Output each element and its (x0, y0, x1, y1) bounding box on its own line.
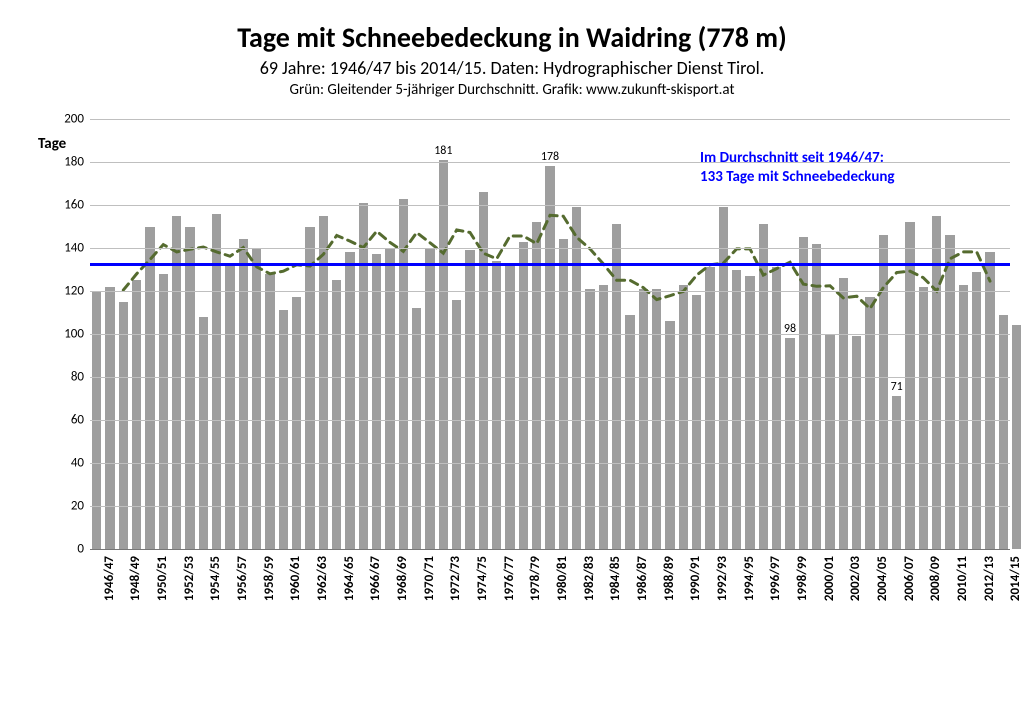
x-tick-label: 1968/69 (395, 556, 410, 601)
bar-callout-label: 181 (434, 144, 452, 158)
average-text: Im Durchschnitt seit 1946/47: 133 Tage m… (700, 149, 895, 187)
avg-text-l1: Im Durchschnitt seit 1946/47: (700, 149, 884, 167)
grid-line (90, 248, 1010, 249)
x-tick-label: 1956/57 (235, 556, 250, 601)
grid-line (90, 420, 1010, 421)
x-tick-label: 1992/93 (715, 556, 730, 601)
plot-area: Im Durchschnitt seit 1946/47: 133 Tage m… (90, 119, 1010, 640)
average-line (90, 263, 1010, 266)
avg-text-l2: 133 Tage mit Schneebedeckung (700, 168, 895, 186)
x-tick-label: 2012/13 (982, 556, 997, 601)
x-tick-label: 2000/01 (822, 556, 837, 601)
x-tick-label: 1966/67 (368, 556, 383, 601)
x-tick-label: 1958/59 (262, 556, 277, 601)
x-tick-label: 1976/77 (502, 556, 517, 601)
grid-line (90, 334, 1010, 335)
moving-average-path (123, 215, 990, 308)
x-tick-label: 1988/89 (662, 556, 677, 601)
x-tick-label: 1990/91 (688, 556, 703, 601)
x-tick-label: 1950/51 (155, 556, 170, 601)
y-tick-label: 0 (77, 542, 90, 557)
x-tick-label: 1982/83 (582, 556, 597, 601)
x-axis-labels: 1946/47 1948/49 1950/51 1952/53 1954/55 1956/… (90, 550, 1010, 640)
y-tick-label: 60 (71, 413, 90, 428)
x-tick-label: 2008/09 (928, 556, 943, 601)
x-tick-label: 2010/11 (955, 556, 970, 601)
x-tick-label: 1960/61 (288, 556, 303, 601)
y-axis-title: Tage (38, 135, 66, 153)
x-tick-label: 1972/73 (448, 556, 463, 601)
title-note: Grün: Gleitender 5-jähriger Durchschnitt… (20, 81, 1004, 99)
x-tick-label: 1952/53 (182, 556, 197, 601)
y-tick-label: 100 (64, 327, 90, 342)
x-tick-label: 2004/05 (875, 556, 890, 601)
bar-callout-label: 98 (784, 322, 796, 336)
y-tick-label: 120 (64, 284, 90, 299)
x-tick-label: 1984/85 (608, 556, 623, 601)
grid-line (90, 205, 1010, 206)
x-tick-label: 1970/71 (422, 556, 437, 601)
x-tick-label: 2002/03 (848, 556, 863, 601)
x-tick-label: 1994/95 (742, 556, 757, 601)
bar-callout-label: 178 (541, 150, 559, 164)
titles: Tage mit Schneebedeckung in Waidring (77… (20, 20, 1004, 99)
bar (1012, 325, 1021, 549)
y-tick-label: 140 (64, 241, 90, 256)
x-tick-label: 1974/75 (475, 556, 490, 601)
y-tick-label: 180 (64, 155, 90, 170)
x-tick-label: 1998/99 (795, 556, 810, 601)
x-tick-label: 1996/97 (768, 556, 783, 601)
plot-inner: Im Durchschnitt seit 1946/47: 133 Tage m… (90, 119, 1010, 550)
title-subtitle: 69 Jahre: 1946/47 bis 2014/15. Daten: Hy… (20, 57, 1004, 79)
grid-line (90, 463, 1010, 464)
x-tick-label: 1978/79 (528, 556, 543, 601)
x-tick-label: 1964/65 (342, 556, 357, 601)
x-tick-label: 2006/07 (902, 556, 917, 601)
x-tick-label: 1948/49 (128, 556, 143, 601)
y-tick-label: 160 (64, 198, 90, 213)
x-tick-label: 1986/87 (635, 556, 650, 601)
x-tick-label: 1954/55 (208, 556, 223, 601)
grid-line (90, 506, 1010, 507)
y-tick-label: 20 (71, 499, 90, 514)
grid-line (90, 291, 1010, 292)
grid-line (90, 119, 1010, 120)
y-tick-label: 80 (71, 370, 90, 385)
y-tick-label: 40 (71, 456, 90, 471)
x-tick-label: 1962/63 (315, 556, 330, 601)
title-main: Tage mit Schneebedeckung in Waidring (77… (20, 20, 1004, 55)
grid-line (90, 377, 1010, 378)
y-tick-label: 200 (64, 112, 90, 127)
chart-container: Tage mit Schneebedeckung in Waidring (77… (0, 0, 1024, 724)
bar-callout-label: 71 (891, 380, 903, 394)
x-tick-label: 2014/15 (1008, 556, 1023, 601)
x-tick-label: 1946/47 (102, 556, 117, 601)
x-tick-label: 1980/81 (555, 556, 570, 601)
